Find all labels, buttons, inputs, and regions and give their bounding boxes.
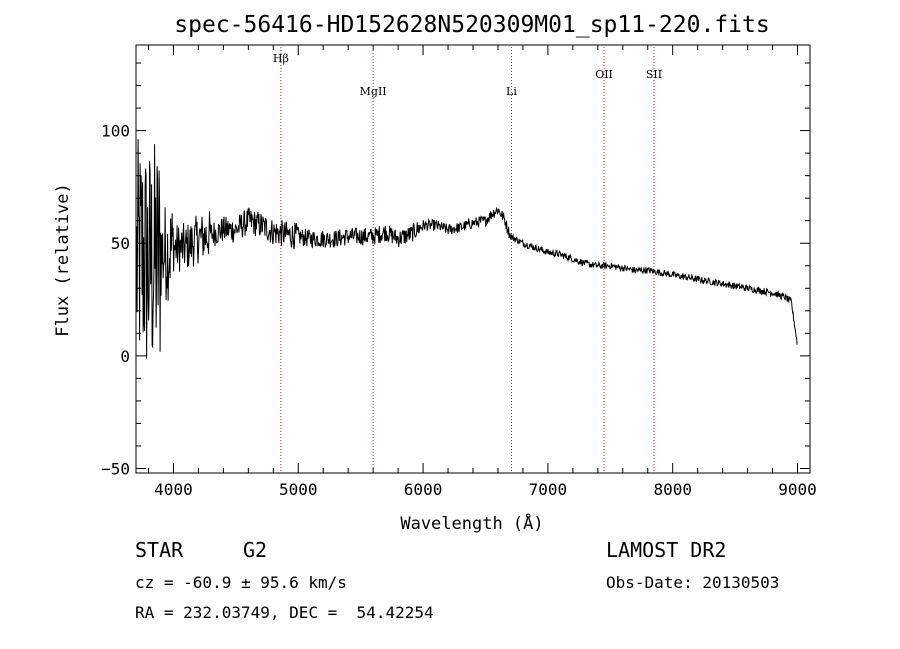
line-marker-label: Li <box>506 85 517 98</box>
spectrum-line <box>136 139 798 359</box>
line-marker-label: MgII <box>360 85 387 98</box>
y-tick-label: 0 <box>120 347 130 366</box>
x-tick-label: 7000 <box>529 480 568 499</box>
y-axis-label: Flux (relative) <box>53 183 73 337</box>
x-tick-label: 5000 <box>279 480 318 499</box>
x-tick-label: 8000 <box>653 480 692 499</box>
x-axis-label: Wavelength (Å) <box>400 512 543 534</box>
line-marker-label: Hβ <box>273 52 289 65</box>
observation-date: Obs-Date: 20130503 <box>606 573 780 592</box>
coordinates-readout: RA = 232.03749, DEC = 54.42254 <box>135 603 434 622</box>
chart-title: spec-56416-HD152628N520309M01_sp11-220.f… <box>174 12 769 38</box>
plot-area: 4000 5000 6000 7000 8000 9000 −50 0 50 100 Hβ MgII L… <box>101 44 817 499</box>
line-marker-label: OII <box>595 68 613 81</box>
plot-frame <box>135 44 811 474</box>
x-tick-label: 6000 <box>404 480 443 499</box>
object-class: STAR <box>135 538 184 562</box>
x-tick-label: 4000 <box>154 480 193 499</box>
y-tick-label: 100 <box>101 122 130 141</box>
object-subclass: G2 <box>243 538 268 562</box>
spectrum-plot: spec-56416-HD152628N520309M01_sp11-220.f… <box>53 12 817 534</box>
line-marker-label: SII <box>646 68 662 81</box>
x-tick-label: 9000 <box>778 480 817 499</box>
redshift-readout: cz = -60.9 ± 95.6 km/s <box>135 573 347 592</box>
y-tick-label: −50 <box>101 459 130 478</box>
y-tick-label: 50 <box>111 234 130 253</box>
survey-name: LAMOST DR2 <box>606 538 727 562</box>
